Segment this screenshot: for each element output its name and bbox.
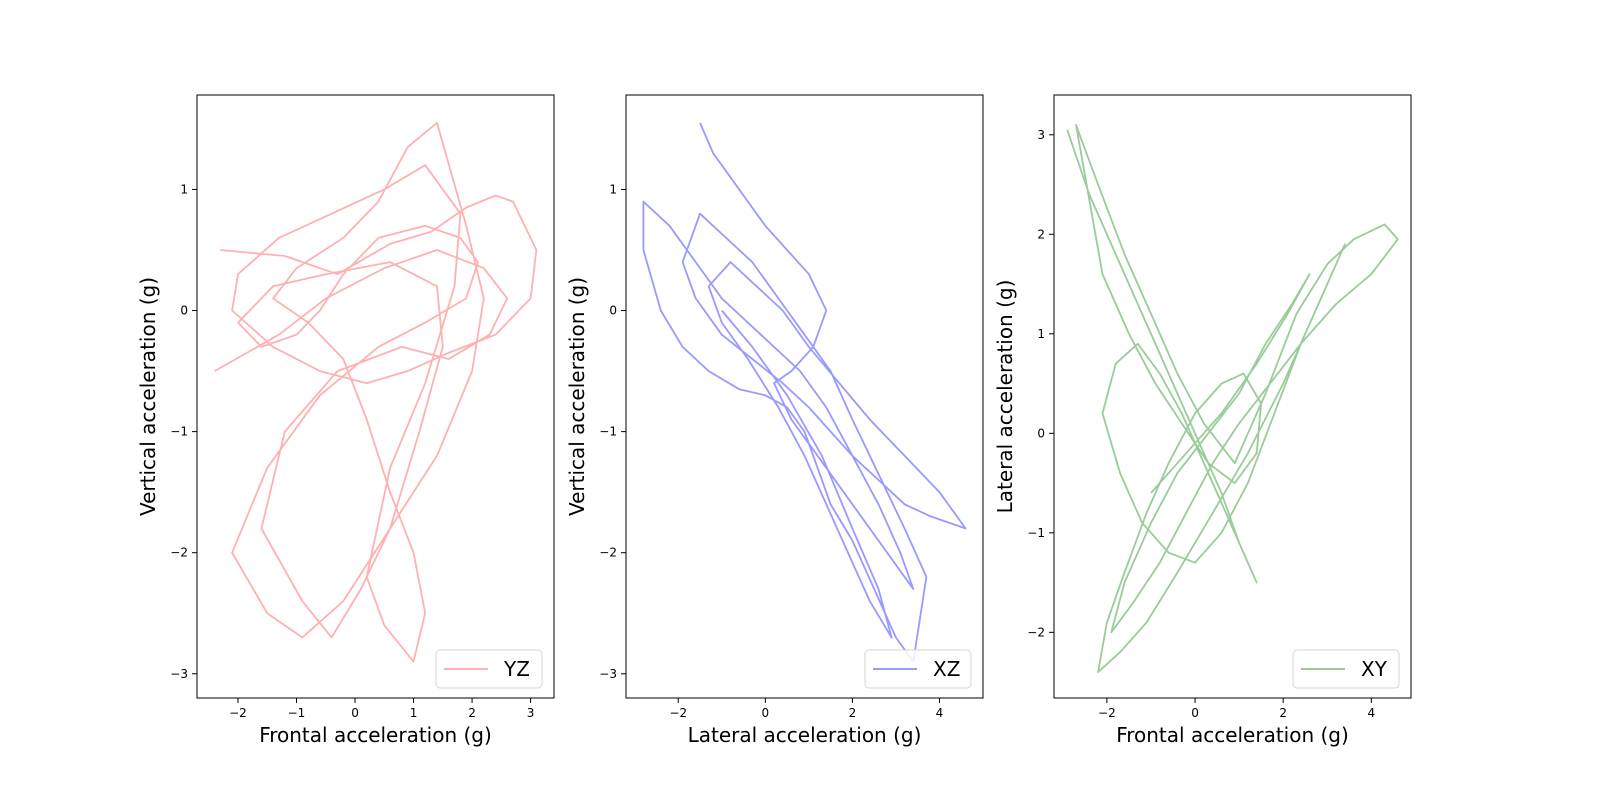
y-tick-label-yz-1: −2 xyxy=(170,546,188,560)
y-tick-label-xy-5: 3 xyxy=(1037,128,1045,142)
x-tick-label-xy-1: 0 xyxy=(1191,706,1199,720)
series-line-xz-0 xyxy=(642,122,967,663)
y-axis-label-yz: Vertical acceleration (g) xyxy=(136,277,160,516)
y-tick-label-yz-4: 1 xyxy=(180,182,188,196)
y-tick-label-xy-4: 2 xyxy=(1037,227,1045,241)
x-tick-label-xz-2: 2 xyxy=(849,706,857,720)
x-tick-label-yz-2: 0 xyxy=(351,706,359,720)
plot-xy: −2 0 2 4 −2 −1 0 1 2 3 Frontal acceleration (g) Lat… xyxy=(993,94,1412,747)
y-axis-label-xy: Lateral acceleration (g) xyxy=(993,280,1017,514)
x-axis-label-xz: Lateral acceleration (g) xyxy=(688,723,922,747)
x-tick-label-yz-1: −1 xyxy=(288,706,306,720)
x-tick-label-yz-5: 3 xyxy=(527,706,535,720)
x-tick-label-xy-0: −2 xyxy=(1098,706,1116,720)
x-tick-label-yz-3: 1 xyxy=(410,706,418,720)
x-tick-label-xz-0: −2 xyxy=(669,706,687,720)
legend-box-xy xyxy=(1292,649,1400,689)
legend-xy: XY xyxy=(1292,649,1400,689)
series-line-yz-0 xyxy=(214,121,538,663)
y-tick-label-xz-0: −3 xyxy=(599,667,617,681)
x-tick-label-xy-2: 2 xyxy=(1279,706,1287,720)
legend-label-yz: YZ xyxy=(503,657,530,681)
y-tick-label-xz-1: −2 xyxy=(599,546,617,560)
y-tick-label-xy-3: 1 xyxy=(1037,327,1045,341)
legend-xz: XZ xyxy=(864,649,972,689)
x-tick-label-xy-3: 4 xyxy=(1368,706,1376,720)
x-axis-label-xy: Frontal acceleration (g) xyxy=(1116,723,1349,747)
y-tick-label-yz-3: 0 xyxy=(180,304,188,318)
legend-box-xz xyxy=(864,649,972,689)
y-tick-label-xy-1: −1 xyxy=(1027,526,1045,540)
legend-yz: YZ xyxy=(435,649,543,689)
y-tick-label-xz-3: 0 xyxy=(609,304,617,318)
x-tick-label-xz-1: 0 xyxy=(761,706,769,720)
y-tick-label-xy-0: −2 xyxy=(1027,625,1045,639)
legend-label-xy: XY xyxy=(1361,657,1388,681)
plot-yz: −2 −1 0 1 2 3 −3 −2 −1 0 1 Frontal acceleration (g)… xyxy=(136,94,555,747)
series-line-xy-0 xyxy=(1066,124,1399,673)
y-tick-label-yz-0: −3 xyxy=(170,667,188,681)
legend-box-yz xyxy=(435,649,543,689)
y-tick-label-xz-4: 1 xyxy=(609,182,617,196)
plot-xz: −2 0 2 4 −3 −2 −1 0 1 Lateral acceleration (g) Ver… xyxy=(565,94,984,747)
axes-frame-xy xyxy=(1053,94,1412,699)
y-tick-label-xy-2: 0 xyxy=(1037,426,1045,440)
x-axis-label-yz: Frontal acceleration (g) xyxy=(259,723,492,747)
y-tick-label-yz-2: −1 xyxy=(170,425,188,439)
x-tick-label-xz-3: 4 xyxy=(936,706,944,720)
x-tick-label-yz-0: −2 xyxy=(229,706,247,720)
y-tick-label-xz-2: −1 xyxy=(599,425,617,439)
axes-frame-xz xyxy=(625,94,984,699)
y-axis-label-xz: Vertical acceleration (g) xyxy=(565,277,589,516)
legend-label-xz: XZ xyxy=(933,657,960,681)
x-tick-label-yz-4: 2 xyxy=(468,706,476,720)
axes-frame-yz xyxy=(196,94,555,699)
